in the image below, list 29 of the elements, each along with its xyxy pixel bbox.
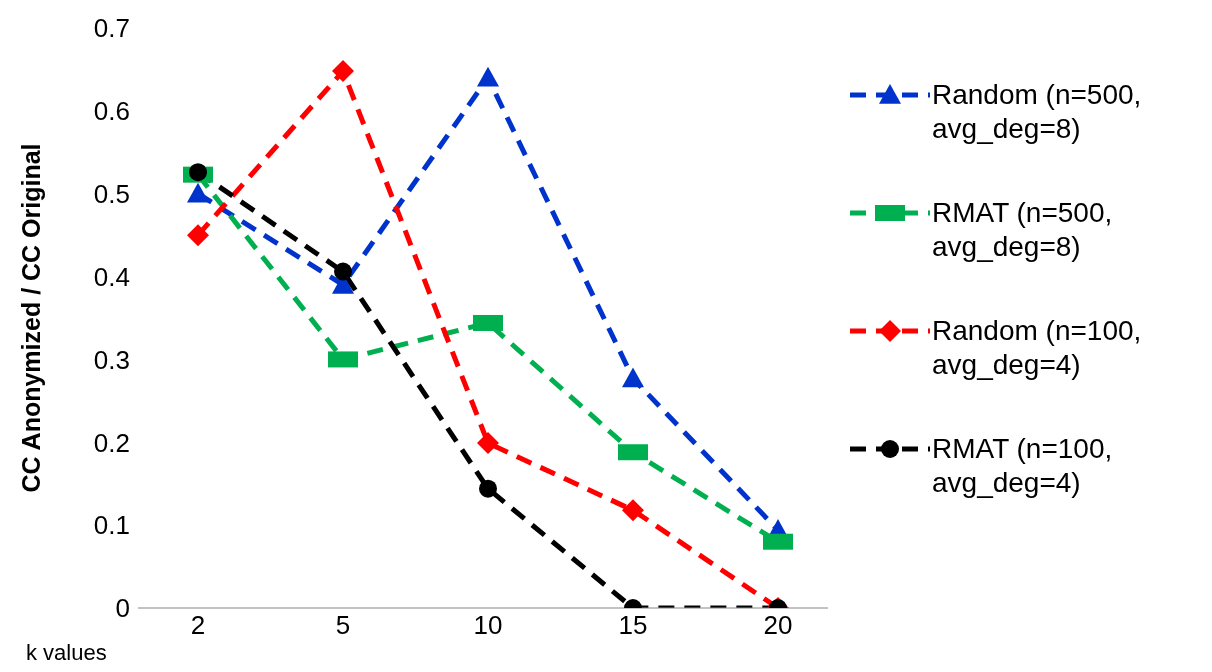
legend-label: Random (n=100, avg_deg=4): [932, 314, 1143, 382]
x-axis-title: k values: [26, 640, 107, 666]
point: [187, 182, 209, 203]
y-tick-label: 0.1: [93, 510, 130, 541]
x-tick-label: 15: [618, 610, 648, 641]
legend-label: RMAT (n=500, avg_deg=8): [932, 196, 1114, 264]
point: [332, 60, 354, 83]
y-tick-label: 0.2: [93, 427, 130, 458]
legend-label: Random (n=500, avg_deg=8): [932, 78, 1143, 146]
x-tick-label: 5: [335, 610, 351, 641]
y-tick-label: 0.4: [93, 261, 130, 292]
legend-label: RMAT (n=100, avg_deg=4): [932, 432, 1114, 500]
y-tick-label: 0: [115, 593, 130, 624]
point: [477, 432, 499, 455]
y-axis-title: CC Anonymized / CC Original: [16, 143, 45, 493]
point: [622, 499, 644, 522]
y-tick-label: 0.7: [93, 13, 130, 44]
point: [477, 66, 499, 87]
point: [187, 224, 209, 247]
x-tick-label: 2: [190, 610, 206, 641]
y-tick-label: 0.6: [93, 96, 130, 127]
x-tick-label: 20: [763, 610, 793, 641]
x-tick-label: 10: [473, 610, 503, 641]
y-tick-label: 0.3: [93, 344, 130, 375]
point: [622, 367, 644, 388]
point: [189, 163, 207, 182]
y-tick-label: 0.5: [93, 178, 130, 209]
point: [334, 262, 352, 281]
point: [479, 479, 497, 498]
